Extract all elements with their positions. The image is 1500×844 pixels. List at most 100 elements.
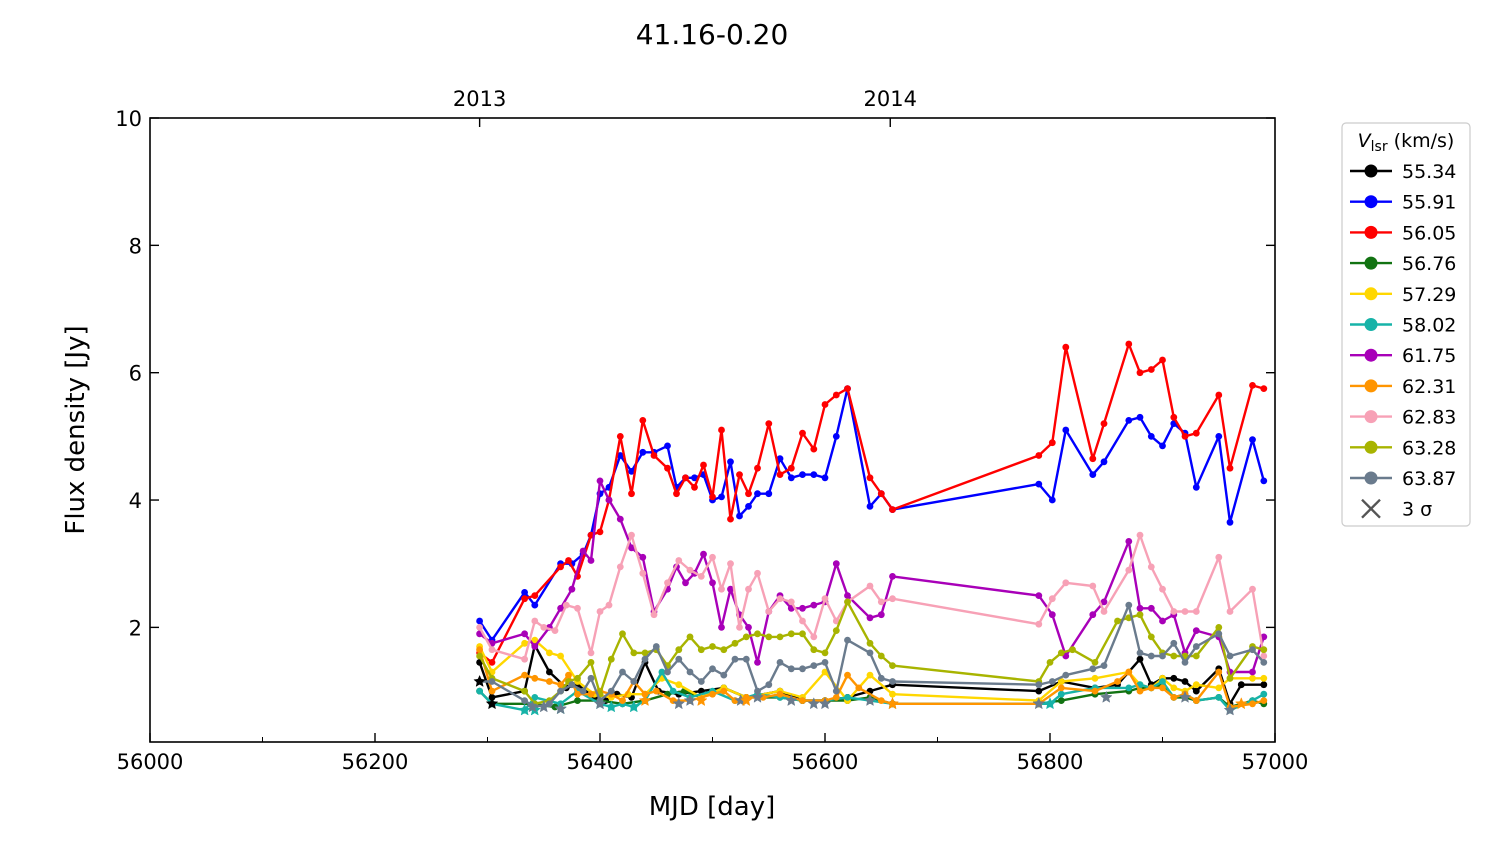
legend-title: Vlsr (km/s): [1358, 130, 1455, 155]
data-point-63.87: [1062, 671, 1070, 679]
legend-marker: [1364, 287, 1378, 301]
data-point-58.02: [531, 694, 539, 701]
data-point-56.05: [832, 391, 840, 399]
data-point-61.75: [799, 604, 806, 612]
legend-cross-b: [1361, 498, 1381, 519]
plot-area: [473, 340, 1268, 716]
data-point-63.87: [844, 636, 851, 644]
threshold-star: [1223, 703, 1237, 716]
data-point-56.05: [709, 493, 716, 501]
series-56.05: [476, 340, 1268, 666]
data-point-56.05: [1260, 385, 1268, 392]
data-point-56.05: [889, 506, 896, 513]
legend-label-threshold: 3 σ: [1402, 499, 1432, 521]
data-point-62.31: [476, 646, 483, 654]
legend-label: 61.75: [1402, 345, 1456, 367]
data-point-55.91: [727, 458, 734, 466]
data-point-63.28: [1147, 633, 1155, 641]
data-point-57.29: [675, 681, 683, 689]
data-point-62.83: [1181, 608, 1189, 615]
data-point-63.87: [1100, 662, 1108, 669]
data-point-62.83: [1170, 608, 1178, 615]
data-point-62.83: [877, 598, 885, 606]
data-point-56.05: [1062, 343, 1070, 351]
threshold-star: [683, 693, 697, 707]
data-point-63.28: [630, 649, 638, 657]
data-point-56.05: [810, 445, 818, 453]
data-point-56.05: [616, 433, 624, 440]
data-point-61.75: [709, 579, 716, 587]
data-point-62.31: [1147, 684, 1155, 692]
data-point-63.28: [866, 639, 874, 647]
data-point-62.83: [1147, 563, 1155, 571]
data-point-63.28: [607, 655, 615, 663]
data-point-56.05: [1249, 382, 1256, 389]
data-point-56.05: [787, 464, 795, 472]
data-point-63.28: [776, 633, 784, 641]
series-line-56.05: [478, 342, 1265, 664]
data-point-63.87: [1226, 652, 1234, 660]
data-point-58.02: [1260, 690, 1268, 698]
data-point-57.29: [531, 636, 539, 644]
data-point-62.83: [718, 585, 725, 593]
threshold-star: [807, 697, 821, 710]
data-point-63.87: [579, 687, 587, 695]
data-point-62.31: [531, 674, 539, 682]
data-point-56.05: [776, 471, 784, 478]
data-point-62.31: [877, 697, 885, 704]
axes: 56000 56200 56400 56600 56800 57000 2 4 6 8 10 2013…: [115, 87, 1308, 774]
data-point-62.83: [639, 569, 647, 577]
data-point-63.28: [832, 627, 840, 634]
data-point-57.29: [889, 690, 896, 698]
data-point-61.75: [579, 547, 587, 555]
data-point-55.34: [1192, 687, 1200, 695]
legend-entries: 55.34 55.91 56.05 56.76 57.29 58.02 61.75 62.31…: [1350, 161, 1456, 521]
data-point-55.91: [754, 490, 761, 498]
data-point-63.28: [799, 630, 806, 638]
legend: Vlsr (km/s) 55.34 55.91 56.05 56.76 57.29 58.…: [1341, 122, 1471, 527]
threshold-star: [1099, 690, 1113, 703]
data-point-58.02: [1215, 694, 1223, 701]
data-point-63.28: [1046, 659, 1054, 666]
data-point-58.02: [658, 668, 666, 676]
data-point-63.28: [619, 630, 626, 638]
legend-entry-62.83: 62.83: [1350, 407, 1456, 429]
threshold-star: [485, 697, 499, 710]
data-point-62.31: [776, 690, 784, 698]
data-point-56.05: [565, 557, 572, 564]
threshold-star: [694, 693, 708, 707]
data-point-63.28: [889, 662, 896, 669]
data-point-62.83: [765, 608, 773, 615]
data-point-62.83: [1100, 608, 1108, 615]
data-point-55.34: [1181, 678, 1189, 685]
data-point-58.02: [844, 694, 851, 701]
data-point-55.91: [1147, 433, 1155, 440]
data-point-56.05: [866, 474, 874, 482]
data-point-55.91: [821, 474, 829, 482]
data-point-61.75: [682, 579, 689, 587]
threshold-star: [672, 697, 686, 710]
data-point-55.34: [546, 668, 553, 676]
legend-entry-56.05: 56.05: [1350, 222, 1456, 244]
legend-marker: [1364, 410, 1378, 424]
data-point-62.31: [619, 697, 626, 704]
data-point-62.83: [866, 582, 874, 590]
legend-entry-57.29: 57.29: [1350, 284, 1456, 306]
data-point-62.83: [810, 633, 818, 641]
data-point-61.75: [1249, 668, 1256, 676]
data-point-56.05: [1136, 369, 1144, 377]
data-point-63.28: [1069, 646, 1076, 654]
threshold-markers: [473, 674, 1248, 716]
data-point-55.91: [799, 471, 806, 478]
legend-entry-56.76: 56.76: [1350, 253, 1456, 275]
data-point-61.75: [616, 515, 624, 523]
data-point-61.75: [1048, 611, 1056, 619]
data-point-55.91: [736, 512, 743, 520]
data-point-62.83: [1048, 595, 1056, 603]
data-point-55.34: [1136, 655, 1144, 663]
data-point-63.87: [697, 678, 705, 685]
data-point-63.28: [574, 674, 581, 682]
data-point-63.87: [776, 659, 784, 666]
data-point-55.91: [1159, 442, 1166, 450]
